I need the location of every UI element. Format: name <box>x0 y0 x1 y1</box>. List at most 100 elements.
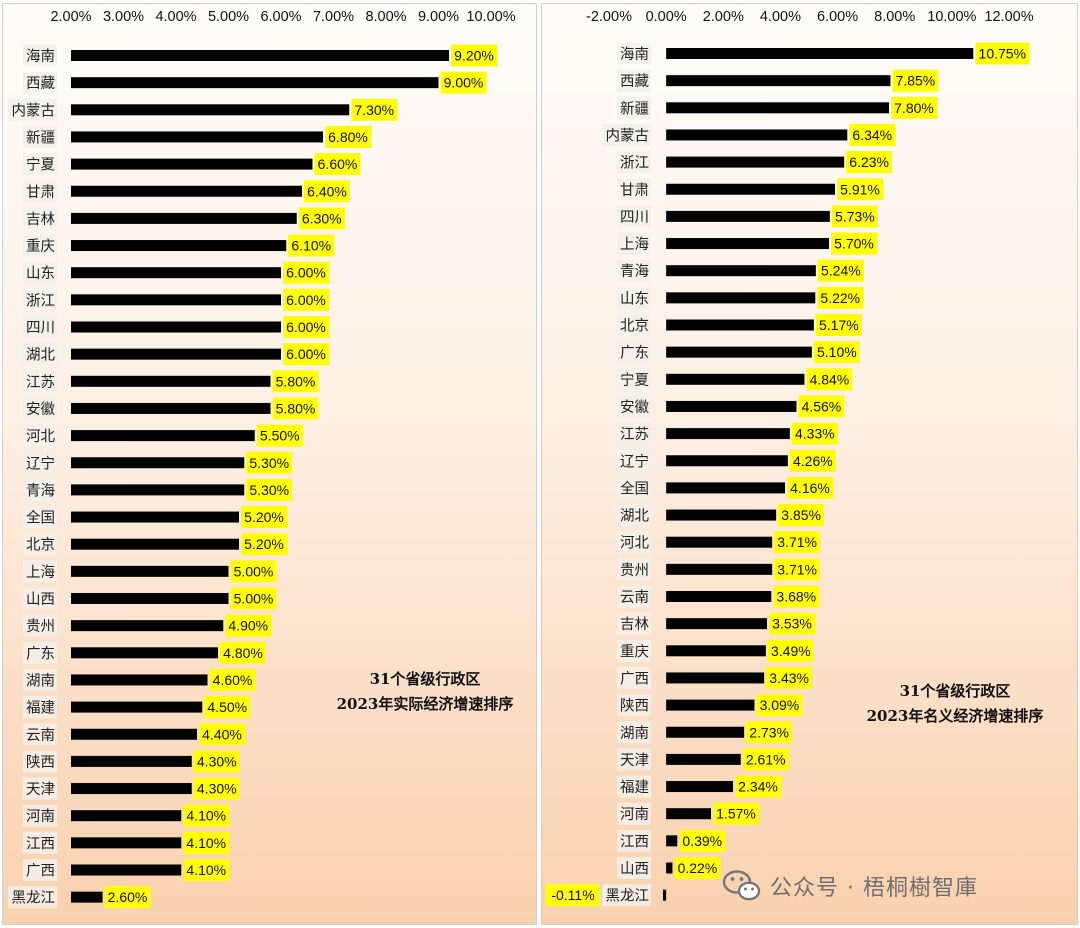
left-category-label-bg <box>23 587 57 610</box>
left-bar <box>71 674 208 686</box>
right-bar <box>666 183 835 195</box>
left-category-label-bg <box>23 71 57 94</box>
left-bar <box>71 810 182 822</box>
left-data-label-bg <box>288 234 335 257</box>
right-category-label: 湖南 <box>620 725 649 742</box>
right-data-label-bg <box>735 775 781 798</box>
left-category-label-bg <box>23 533 57 556</box>
right-category-label: 广西 <box>620 670 649 687</box>
left-category-label-bg <box>23 288 57 311</box>
right-data-label: 4.84% <box>810 371 850 387</box>
left-category-label: 广西 <box>26 863 55 880</box>
left-bar <box>71 538 239 550</box>
left-category-label: 北京 <box>26 537 55 554</box>
left-data-label: 4.30% <box>197 781 237 797</box>
right-category-label-bg <box>617 286 651 309</box>
left-data-label: 4.30% <box>197 753 237 769</box>
right-data-label: -0.11% <box>551 887 594 903</box>
left-data-label-bg <box>193 777 240 800</box>
left-bar <box>71 375 271 387</box>
right-data-label-bg <box>798 395 845 418</box>
right-category-label-bg <box>617 476 651 499</box>
left-category-label: 湖北 <box>26 347 55 364</box>
left-category-label-bg <box>23 424 57 447</box>
left-category-label-bg <box>8 98 57 121</box>
right-category-label: 重庆 <box>620 643 649 660</box>
right-category-label-bg <box>617 666 651 689</box>
left-data-label-bg <box>241 506 287 529</box>
left-data-label: 5.80% <box>276 400 316 416</box>
left-category-label: 新疆 <box>26 129 55 146</box>
left-category-label-bg <box>23 44 57 67</box>
left-data-label-bg <box>283 288 329 311</box>
left-category-label: 河北 <box>26 428 55 445</box>
right-category-label-bg <box>617 449 651 472</box>
left-category-label-bg <box>23 478 57 501</box>
left-category-label: 江苏 <box>26 374 55 391</box>
right-category-label-bg <box>617 314 651 336</box>
right-data-label: 5.17% <box>819 317 859 333</box>
left-data-label: 4.60% <box>213 672 253 688</box>
right-chart-title-line-2: 2023年名义经济增速排序 <box>866 707 1044 725</box>
left-data-label-bg <box>220 641 266 664</box>
left-bar <box>71 593 229 604</box>
right-chart-title: 31个省级行政区 2023年名义经济增速排序 <box>830 679 1080 729</box>
right-bar <box>666 102 889 114</box>
right-bar <box>666 156 845 168</box>
left-chart-title: 31个省级行政区 2023年实际经济增速排序 <box>290 667 560 717</box>
right-category-label: 海南 <box>620 46 649 63</box>
right-bar <box>666 808 711 820</box>
right-category-label: 安徽 <box>620 399 649 416</box>
right-category-label: 辽宁 <box>620 453 649 470</box>
right-data-label-bg <box>789 449 836 472</box>
left-category-label: 山西 <box>26 591 55 608</box>
left-x-tick-label: 5.00% <box>208 9 249 25</box>
left-data-label-bg <box>351 98 398 121</box>
right-chart-title-line-1: 31个省级行政区 <box>899 682 1011 700</box>
right-data-label: 5.22% <box>820 290 860 306</box>
right-data-label: 3.49% <box>771 643 811 659</box>
right-data-label: 1.57% <box>716 806 756 822</box>
left-data-label-bg <box>246 451 293 474</box>
right-category-label: 甘肃 <box>620 182 649 199</box>
right-category-label-bg <box>617 42 651 65</box>
right-data-label-bg <box>891 96 937 119</box>
left-category-label-bg <box>23 668 57 691</box>
left-x-tick-label: 10.00% <box>466 9 515 25</box>
left-category-label: 青海 <box>26 482 55 499</box>
right-category-label: 上海 <box>620 236 649 253</box>
left-bar <box>71 402 271 414</box>
right-data-label-bg <box>791 422 838 445</box>
left-bar <box>71 294 281 306</box>
right-bar <box>666 428 790 440</box>
right-data-label: 4.56% <box>802 398 842 414</box>
left-category-label: 福建 <box>26 700 55 717</box>
right-category-label: 云南 <box>620 589 649 606</box>
right-x-tick-label: 4.00% <box>760 9 801 25</box>
left-category-label-bg <box>23 696 57 719</box>
left-data-label: 6.30% <box>302 210 342 226</box>
right-data-label: 2.73% <box>749 724 789 740</box>
left-category-label: 湖南 <box>26 672 55 689</box>
right-category-label: 河南 <box>620 806 649 823</box>
left-data-label: 9.00% <box>444 75 484 91</box>
left-category-label-bg <box>8 886 57 909</box>
right-x-tick-label: 12.00% <box>984 9 1033 25</box>
left-x-tick-label: 7.00% <box>313 9 354 25</box>
right-category-label: 贵州 <box>620 562 649 579</box>
right-data-label-bg <box>756 694 803 717</box>
left-category-label: 内蒙古 <box>12 102 56 119</box>
left-data-label-bg <box>209 668 256 691</box>
left-data-label-bg <box>183 859 230 881</box>
right-category-label: 黑龙江 <box>606 888 650 905</box>
left-data-label: 4.10% <box>186 835 226 851</box>
right-x-tick-label: 8.00% <box>874 9 915 25</box>
left-bar <box>71 511 239 523</box>
right-category-label-bg <box>617 232 651 255</box>
right-data-label: 4.33% <box>795 426 835 442</box>
left-bar <box>71 185 302 197</box>
right-data-label: 5.70% <box>834 236 874 252</box>
right-bar <box>666 753 741 765</box>
left-category-label-bg <box>23 397 57 420</box>
